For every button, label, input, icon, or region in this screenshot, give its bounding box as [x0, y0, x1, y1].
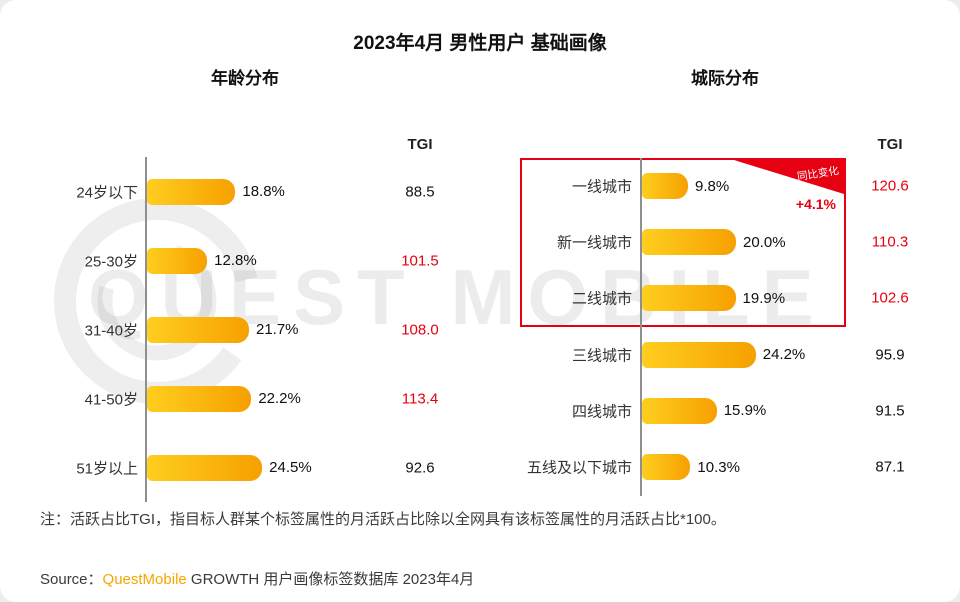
age-distribution-chart: 24岁以下 18.8% 88.5 25-30岁 12.8% 101.5 31-4…	[40, 157, 500, 502]
bar-group: 15.9%	[642, 397, 767, 424]
source-rest: GROWTH 用户画像标签数据库 2023年4月	[186, 571, 475, 588]
bar	[147, 178, 236, 205]
category-label: 新一线城市	[556, 234, 632, 252]
tgi-value: 113.4	[401, 390, 439, 407]
tgi-value: 92.6	[405, 459, 435, 476]
bar-group: 21.7%	[147, 316, 299, 343]
bar-group: 20.0%	[642, 229, 786, 256]
section-title-age: 年龄分布	[211, 69, 279, 88]
bar-value-label: 21.7%	[255, 321, 299, 338]
bar-value-label: 24.2%	[762, 346, 806, 364]
tgi-value: 88.5	[405, 183, 435, 200]
tgi-value: 102.6	[871, 289, 909, 307]
bar	[147, 316, 249, 343]
category-label: 三线城市	[571, 347, 632, 365]
city-chart-axis	[640, 158, 642, 496]
page-title: 2023年4月 男性用户 基础画像	[353, 33, 607, 54]
bar-value-label: 24.5%	[269, 459, 312, 476]
bar-group: 24.2%	[642, 341, 806, 368]
source-prefix: Source：	[40, 571, 103, 588]
bar-group: 12.8%	[147, 247, 257, 274]
category-label: 24岁以下	[76, 184, 138, 201]
chart-row: 四线城市 15.9% 91.5	[520, 383, 960, 439]
bar	[642, 341, 756, 368]
tgi-value: 87.1	[875, 458, 905, 476]
bar	[642, 173, 689, 200]
tgi-value: 101.5	[401, 252, 439, 269]
tgi-value: 91.5	[875, 402, 905, 420]
source-line: Source：QuestMobile GROWTH 用户画像标签数据库 2023…	[40, 568, 474, 589]
tgi-value: 120.6	[871, 177, 909, 195]
bar-value-label: 15.9%	[723, 402, 767, 420]
bar-value-label: 22.2%	[258, 390, 301, 407]
category-label: 51岁以上	[76, 460, 138, 477]
yoy-change-value: +4.1%	[795, 196, 836, 212]
bar-value-label: 9.8%	[695, 177, 730, 195]
chart-row: 31-40岁 21.7% 108.0	[40, 295, 500, 364]
chart-row: 三线城市 24.2% 95.9	[520, 327, 960, 383]
section-title-city: 城际分布	[691, 69, 759, 88]
bar	[642, 229, 736, 256]
bar	[642, 285, 736, 312]
bar-value-label: 18.8%	[242, 183, 285, 200]
category-label: 二线城市	[571, 290, 632, 308]
age-chart-axis	[145, 157, 147, 502]
chart-row: 41-50岁 22.2% 113.4	[40, 364, 500, 433]
chart-row: 二线城市 19.9% 102.6	[520, 270, 960, 326]
chart-row: 24岁以下 18.8% 88.5	[40, 157, 500, 226]
bar	[147, 247, 208, 274]
bar	[642, 397, 717, 424]
bar-value-label: 20.0%	[743, 233, 786, 251]
category-label: 一线城市	[571, 178, 632, 196]
chart-row: 新一线城市 20.0% 110.3	[520, 214, 960, 270]
tgi-value: 108.0	[401, 321, 439, 338]
chart-row: 25-30岁 12.8% 101.5	[40, 226, 500, 295]
corner-ribbon-icon	[734, 160, 844, 194]
bar-group: 24.5%	[147, 454, 312, 481]
bar-value-label: 12.8%	[214, 252, 257, 269]
bar-group: 22.2%	[147, 385, 301, 412]
category-label: 五线及以下城市	[526, 459, 632, 477]
category-label: 25-30岁	[84, 253, 138, 270]
highlight-box-top-tier-cities: 同比变化 +4.1%	[520, 158, 846, 327]
bar-value-label: 10.3%	[697, 458, 740, 476]
category-label: 41-50岁	[84, 391, 138, 408]
bar-group: 9.8%	[642, 173, 730, 200]
category-label: 四线城市	[571, 403, 632, 421]
chart-row: 一线城市 9.8% 120.6	[520, 158, 960, 214]
source-brand: QuestMobile	[102, 571, 187, 588]
bar-group: 18.8%	[147, 178, 285, 205]
footnote: 注：活跃占比TGI，指目标人群某个标签属性的月活跃占比除以全网具有该标签属性的月…	[40, 511, 726, 528]
bar	[642, 454, 691, 481]
tgi-header-age: TGI	[407, 136, 433, 153]
bar-group: 19.9%	[642, 285, 786, 312]
chart-row: 51岁以上 24.5% 92.6	[40, 433, 500, 502]
city-tier-chart: 一线城市 9.8% 120.6 新一线城市 20.0% 110.3 二线城市 1…	[520, 158, 960, 495]
bar	[147, 454, 263, 481]
bar	[147, 385, 252, 412]
bar-group: 10.3%	[642, 454, 740, 481]
tgi-value: 95.9	[875, 346, 905, 364]
chart-row: 五线及以下城市 10.3% 87.1	[520, 439, 960, 495]
tgi-header-city: TGI	[877, 136, 903, 153]
bar-value-label: 19.9%	[742, 289, 786, 307]
tgi-value: 110.3	[871, 233, 909, 251]
category-label: 31-40岁	[84, 322, 138, 339]
